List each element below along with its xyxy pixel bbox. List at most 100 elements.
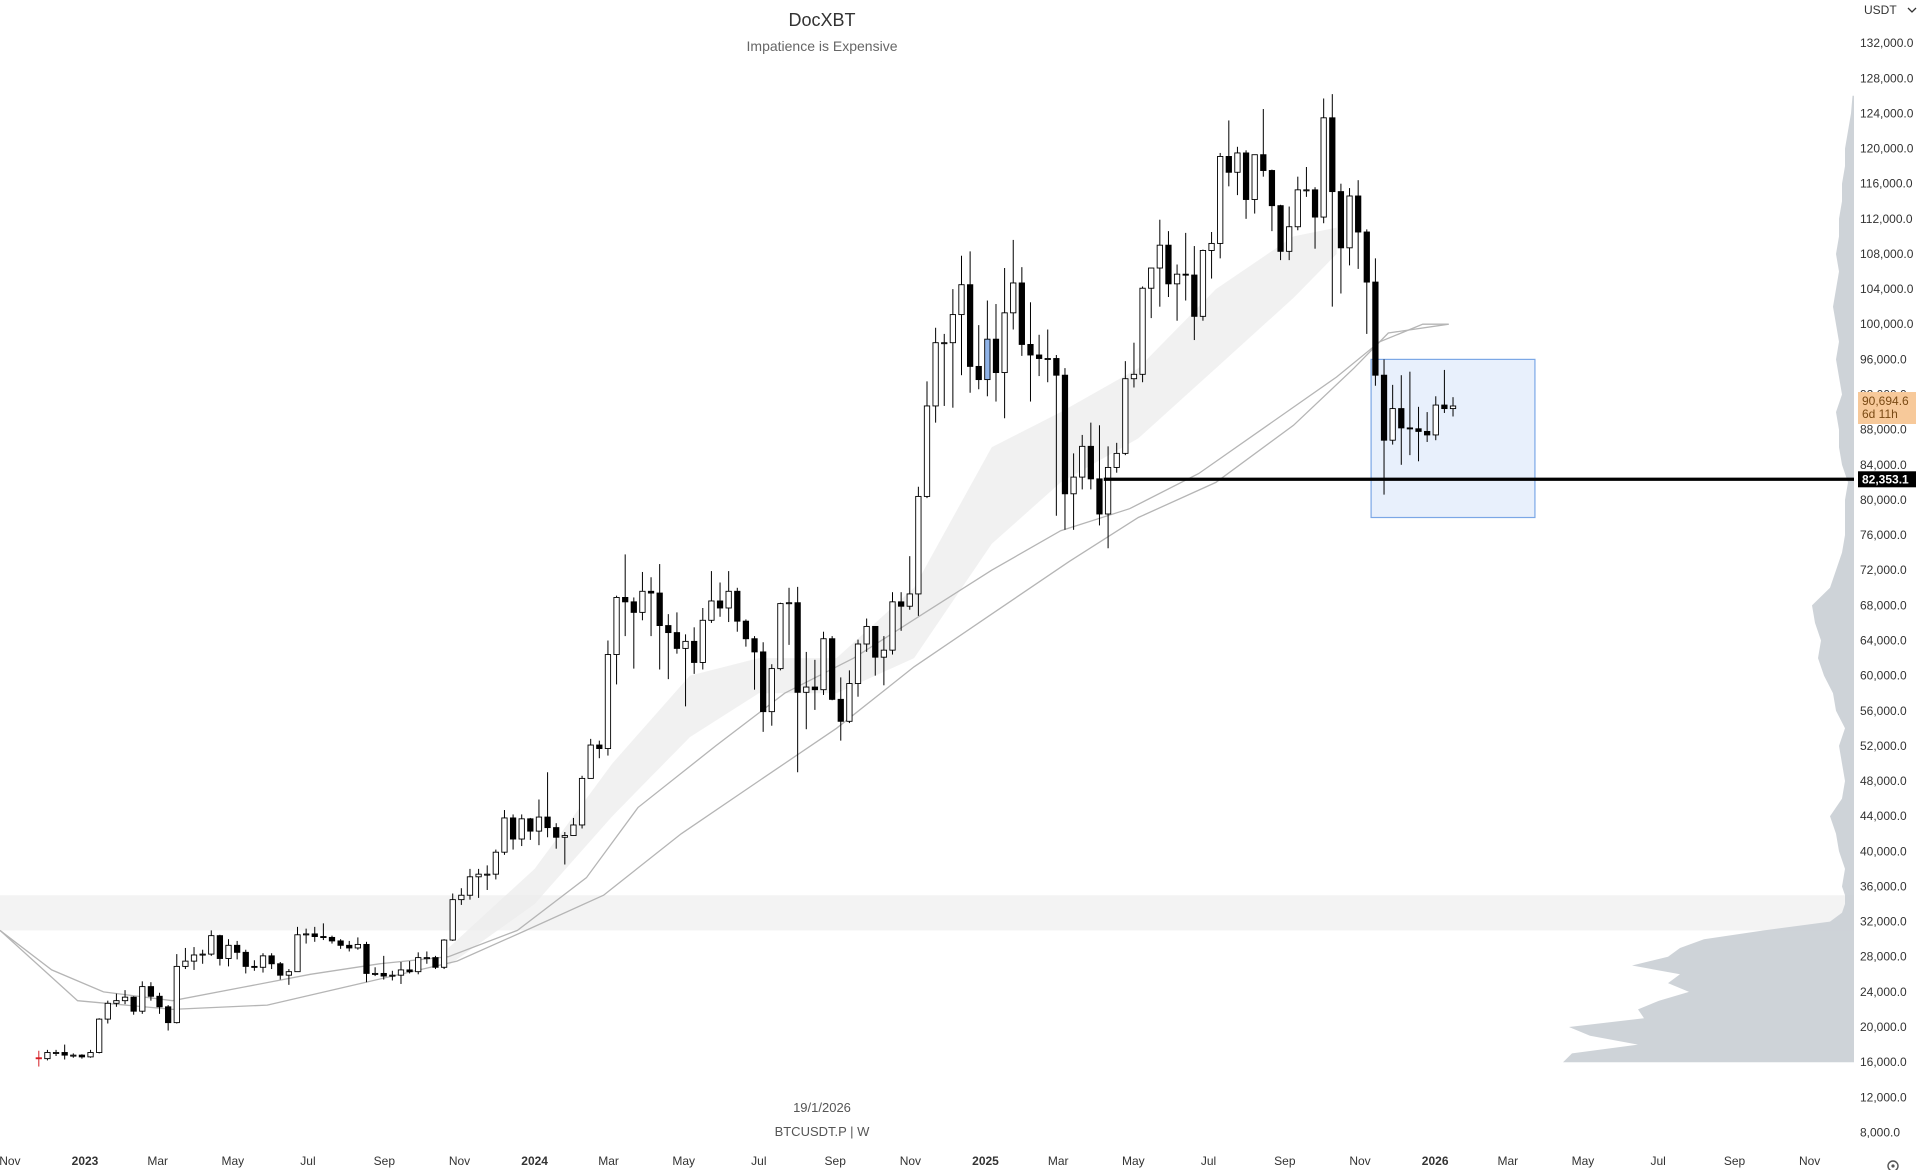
candle[interactable] [941, 333, 948, 406]
candle[interactable] [1251, 154, 1258, 214]
candle[interactable] [630, 597, 637, 669]
candle[interactable] [1363, 229, 1370, 334]
candle[interactable] [1389, 384, 1396, 445]
candle[interactable] [992, 304, 1000, 402]
candle[interactable] [1148, 267, 1155, 319]
candle[interactable] [734, 587, 741, 632]
currency-selector[interactable]: USDT [1864, 3, 1917, 17]
candle[interactable] [165, 1005, 172, 1031]
candle[interactable] [173, 954, 180, 1024]
candle[interactable] [337, 939, 344, 949]
candle[interactable] [716, 582, 724, 617]
candle[interactable] [1242, 150, 1250, 219]
candle[interactable] [208, 930, 215, 956]
candle[interactable] [1286, 206, 1293, 261]
candle[interactable] [216, 934, 224, 966]
candle[interactable] [449, 893, 456, 941]
candle[interactable] [811, 659, 819, 710]
range-zone-blue[interactable] [1370, 358, 1536, 519]
candle[interactable] [121, 990, 129, 1005]
candle[interactable] [466, 868, 474, 900]
candle[interactable] [1079, 434, 1086, 490]
candle[interactable] [130, 996, 137, 1015]
candle[interactable] [854, 639, 862, 697]
price-axis[interactable] [1854, 0, 1920, 1170]
candle[interactable] [1130, 342, 1138, 388]
candle[interactable] [1087, 422, 1094, 490]
candle[interactable] [1044, 329, 1051, 383]
candle[interactable] [906, 556, 913, 610]
candle[interactable] [484, 865, 491, 890]
candle[interactable] [1303, 167, 1310, 197]
candle[interactable] [251, 960, 258, 971]
candle[interactable] [423, 951, 430, 964]
candle[interactable] [1424, 412, 1431, 442]
candle[interactable] [837, 677, 844, 741]
candle[interactable] [1018, 267, 1025, 356]
candle[interactable] [682, 634, 689, 707]
candle[interactable] [380, 955, 387, 980]
candle[interactable] [139, 981, 146, 1014]
candle[interactable] [820, 631, 827, 695]
candle[interactable] [147, 982, 155, 1001]
candle[interactable] [1346, 188, 1353, 266]
candle[interactable] [320, 923, 327, 941]
candle[interactable] [708, 571, 715, 623]
candle[interactable] [156, 992, 163, 1014]
candle[interactable] [751, 636, 758, 690]
candle[interactable] [440, 939, 448, 970]
candle[interactable] [949, 289, 956, 408]
candle[interactable] [1061, 368, 1069, 530]
candle[interactable] [984, 300, 991, 397]
candle[interactable] [225, 939, 232, 967]
candle[interactable] [199, 949, 206, 964]
candle[interactable] [363, 941, 370, 983]
candle[interactable] [803, 651, 810, 730]
candle[interactable] [656, 564, 663, 670]
candle[interactable] [509, 814, 517, 850]
candle[interactable] [587, 738, 594, 779]
candle[interactable] [268, 953, 275, 970]
candle[interactable] [96, 1018, 103, 1054]
candle[interactable] [1199, 249, 1207, 321]
candle[interactable] [1406, 371, 1414, 456]
candle[interactable] [259, 953, 267, 973]
candle[interactable] [691, 627, 698, 674]
candle[interactable] [639, 571, 646, 621]
candle[interactable] [1070, 453, 1077, 530]
candle[interactable] [1104, 446, 1112, 549]
candle[interactable] [561, 831, 568, 865]
candle[interactable] [777, 602, 784, 671]
candle[interactable] [1156, 219, 1163, 307]
candle[interactable] [113, 993, 120, 1007]
candle[interactable] [1311, 187, 1319, 249]
candle[interactable] [1208, 232, 1215, 279]
candle[interactable] [699, 607, 706, 670]
candle[interactable] [880, 636, 888, 686]
candle[interactable] [760, 642, 767, 732]
candle[interactable] [725, 571, 732, 623]
candle[interactable] [61, 1044, 68, 1060]
candle[interactable] [553, 823, 560, 849]
candle[interactable] [915, 486, 922, 616]
candle[interactable] [889, 592, 896, 655]
candle[interactable] [415, 952, 422, 975]
candle[interactable] [1260, 109, 1267, 177]
candle[interactable] [294, 926, 301, 973]
candle[interactable] [104, 1000, 111, 1024]
candle[interactable] [570, 817, 577, 836]
candle[interactable] [1182, 232, 1189, 301]
candle[interactable] [794, 586, 801, 773]
candle[interactable] [277, 962, 284, 980]
candle[interactable] [1217, 152, 1224, 259]
candle[interactable] [622, 554, 629, 637]
candle[interactable] [1173, 264, 1181, 321]
candle[interactable] [328, 935, 336, 944]
candle[interactable] [501, 810, 508, 855]
candle[interactable] [389, 970, 396, 981]
candle[interactable] [863, 618, 870, 652]
candle[interactable] [1398, 375, 1405, 465]
candle[interactable] [1139, 286, 1146, 383]
candle[interactable] [785, 587, 793, 645]
candle[interactable] [1337, 183, 1345, 294]
